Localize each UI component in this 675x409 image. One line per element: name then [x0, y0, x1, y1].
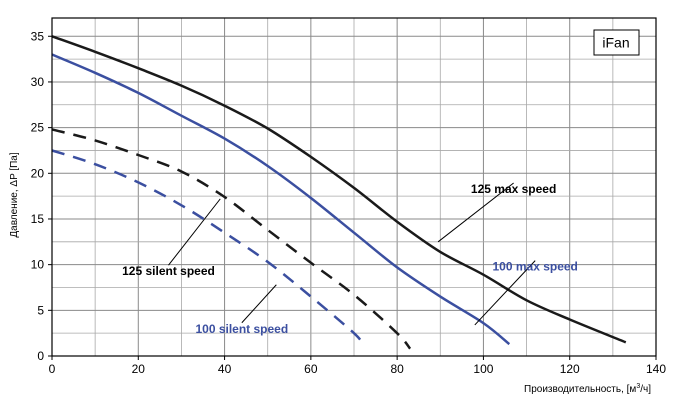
series-line-100-silent-speed [51, 149, 364, 345]
brand-label: iFan [602, 35, 629, 51]
x-axis-label-main: Производительность, [м [524, 384, 636, 395]
x-tick-label: 80 [390, 362, 404, 376]
x-tick-label: 40 [218, 362, 232, 376]
y-tick-label: 10 [31, 258, 45, 272]
x-tick-label: 0 [49, 362, 56, 376]
y-tick-label: 15 [31, 212, 45, 226]
brand-box-frame [593, 29, 640, 56]
curve-label-100-silent-speed: 100 silent speed [195, 322, 288, 336]
x-axis-label: Производительность, [м3/ч] [524, 383, 651, 395]
annotations: 125 max speed 100 max speed 125 silent spe… [122, 182, 578, 336]
curves [51, 35, 627, 350]
x-tick-label: 120 [560, 362, 580, 376]
curve-label-125-silent-speed: 125 silent speed [122, 264, 215, 278]
series-line-100-max-speed [51, 53, 511, 346]
y-axis-label: Давление, ΔP [Па] [9, 152, 20, 238]
curve-label-100-max-speed: 100 max speed [493, 260, 578, 274]
y-tick-label: 30 [31, 75, 45, 89]
y-tick-label: 35 [31, 29, 45, 43]
y-tick-label: 5 [37, 303, 44, 317]
x-tick-label: 100 [473, 362, 493, 376]
x-tick-label: 60 [304, 362, 318, 376]
leader-line-125-silent-speed [168, 198, 221, 266]
y-tick-label: 25 [31, 121, 45, 135]
leader-line-100-silent-speed [241, 284, 277, 324]
x-axis-label-sup: 3 [636, 383, 640, 390]
x-tick-label: 20 [132, 362, 146, 376]
y-tick-label: 20 [31, 166, 45, 180]
leader-line-125-max-speed [437, 182, 514, 243]
series-line-125-max-speed [51, 35, 627, 344]
y-tick-label: 0 [37, 349, 44, 363]
axes: 0 20 40 60 80 100 120 140 0 5 10 15 20 25 30 35 [31, 17, 666, 376]
curve-label-125-max-speed: 125 max speed [471, 182, 556, 196]
x-tick-label: 140 [646, 362, 666, 376]
leader-line-100-max-speed [474, 260, 536, 326]
x-axis-label-end: /ч] [640, 384, 651, 395]
plot-frame [51, 17, 657, 357]
brand-box: iFan [593, 29, 640, 56]
series-line-125-silent-speed [51, 128, 412, 350]
